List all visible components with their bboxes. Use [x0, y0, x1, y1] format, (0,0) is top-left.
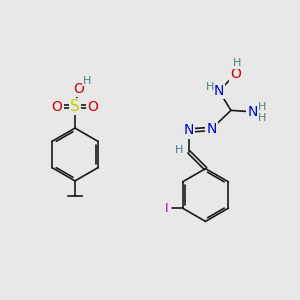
Text: I: I [165, 202, 169, 215]
Text: H: H [258, 102, 266, 112]
Text: H: H [233, 58, 241, 68]
Text: H: H [175, 145, 184, 155]
Text: N: N [248, 105, 258, 119]
Text: S: S [70, 99, 80, 114]
Text: H: H [83, 76, 91, 86]
Text: H: H [206, 82, 214, 92]
Text: N: N [184, 124, 194, 137]
Text: H: H [258, 113, 266, 124]
Text: O: O [73, 82, 84, 96]
Text: O: O [52, 100, 62, 113]
Text: N: N [214, 84, 224, 98]
Text: O: O [88, 100, 98, 113]
Text: N: N [206, 122, 217, 136]
Text: O: O [230, 68, 241, 81]
